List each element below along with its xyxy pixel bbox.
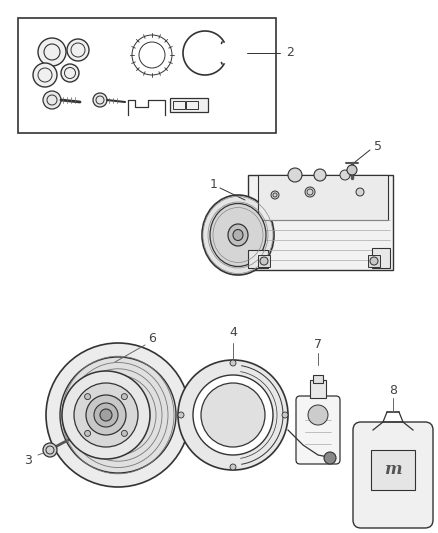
Ellipse shape — [202, 195, 274, 275]
Text: 7: 7 — [314, 338, 322, 351]
Bar — [310, 380, 326, 398]
Text: m: m — [384, 462, 402, 479]
Text: 4: 4 — [229, 327, 237, 340]
Circle shape — [93, 93, 107, 107]
Circle shape — [94, 403, 118, 427]
Circle shape — [230, 360, 236, 366]
Circle shape — [121, 393, 127, 400]
Circle shape — [86, 395, 126, 435]
Ellipse shape — [210, 204, 266, 266]
Circle shape — [230, 464, 236, 470]
Circle shape — [193, 375, 273, 455]
Circle shape — [74, 383, 138, 447]
Circle shape — [370, 257, 378, 265]
Circle shape — [282, 412, 288, 418]
Circle shape — [43, 91, 61, 109]
Ellipse shape — [233, 230, 243, 240]
Bar — [186, 101, 198, 109]
Circle shape — [67, 39, 89, 61]
Text: 2: 2 — [286, 46, 294, 60]
Circle shape — [85, 393, 91, 400]
Circle shape — [271, 191, 279, 199]
Circle shape — [178, 360, 288, 470]
Circle shape — [305, 187, 315, 197]
Bar — [372, 248, 390, 268]
Circle shape — [38, 38, 66, 66]
Bar — [248, 250, 268, 268]
Circle shape — [288, 168, 302, 182]
Circle shape — [33, 63, 57, 87]
Ellipse shape — [228, 224, 248, 246]
Circle shape — [100, 409, 112, 421]
Circle shape — [60, 357, 176, 473]
Text: 3: 3 — [24, 454, 32, 466]
Circle shape — [356, 188, 364, 196]
Circle shape — [85, 430, 91, 437]
FancyBboxPatch shape — [296, 396, 340, 464]
Bar — [248, 175, 393, 270]
Bar — [170, 98, 208, 112]
Circle shape — [308, 405, 328, 425]
Circle shape — [178, 412, 184, 418]
Bar — [371, 450, 415, 490]
Circle shape — [324, 452, 336, 464]
Circle shape — [62, 371, 150, 459]
Circle shape — [347, 165, 357, 175]
Bar — [18, 18, 276, 133]
Circle shape — [121, 430, 127, 437]
Text: 1: 1 — [210, 177, 218, 190]
FancyBboxPatch shape — [353, 422, 433, 528]
Circle shape — [260, 257, 268, 265]
Circle shape — [314, 169, 326, 181]
Bar — [258, 175, 388, 220]
Bar — [258, 255, 270, 267]
Bar — [173, 101, 185, 109]
Circle shape — [43, 443, 57, 457]
Text: 8: 8 — [389, 384, 397, 397]
Text: 6: 6 — [148, 333, 156, 345]
Bar — [313, 375, 323, 383]
Circle shape — [340, 170, 350, 180]
Circle shape — [61, 64, 79, 82]
Text: 5: 5 — [374, 140, 382, 152]
Circle shape — [201, 383, 265, 447]
Circle shape — [46, 343, 190, 487]
Bar — [368, 255, 380, 267]
